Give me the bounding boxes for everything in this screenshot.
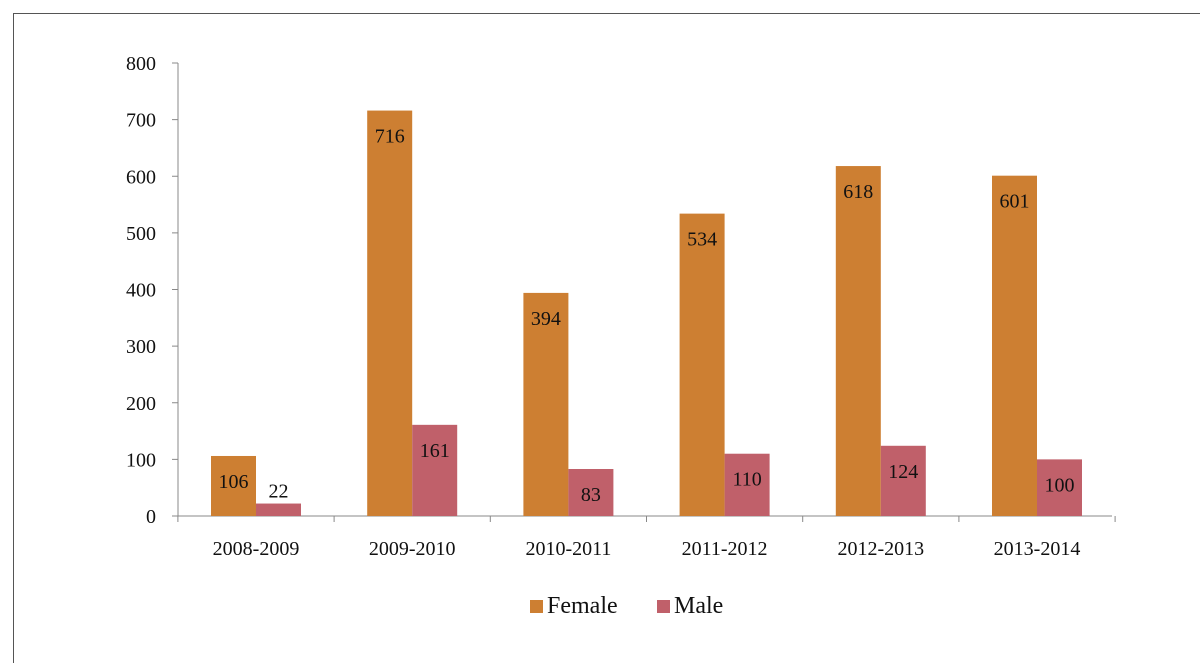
data-label: 83 bbox=[581, 484, 601, 506]
data-label: 601 bbox=[1000, 191, 1030, 213]
y-tick-label: 700 bbox=[126, 110, 156, 132]
data-label: 124 bbox=[888, 461, 918, 483]
bar-male bbox=[256, 503, 301, 516]
bar-female bbox=[835, 166, 881, 516]
bar-female bbox=[211, 455, 256, 516]
y-tick-label: 200 bbox=[126, 393, 156, 415]
data-label: 106 bbox=[219, 471, 249, 493]
y-tick-label: 600 bbox=[126, 166, 156, 188]
legend: Female Male bbox=[530, 593, 723, 619]
bars bbox=[211, 110, 1082, 516]
legend-label-male: Male bbox=[674, 593, 723, 619]
x-tick-label: 2009-2010 bbox=[369, 538, 456, 560]
x-axis: 2008-2009 2009-2010 2010-2011 2011-2012 2012… bbox=[177, 515, 1116, 560]
bar-male bbox=[1037, 459, 1082, 516]
bar-male bbox=[724, 453, 770, 516]
x-tick-label: 2010-2011 bbox=[525, 538, 611, 560]
legend-swatch-male bbox=[657, 600, 670, 613]
data-label: 161 bbox=[420, 440, 450, 462]
data-label: 22 bbox=[269, 481, 289, 503]
y-tick-label: 0 bbox=[146, 506, 156, 528]
bar-male bbox=[880, 445, 926, 516]
chart-frame bbox=[13, 13, 1200, 663]
y-tick-label: 400 bbox=[126, 280, 156, 302]
y-tick-label: 100 bbox=[126, 449, 156, 471]
legend-label-female: Female bbox=[547, 593, 618, 619]
x-tick-label: 2013-2014 bbox=[994, 538, 1081, 560]
bar-female bbox=[367, 110, 413, 516]
legend-swatch-female bbox=[530, 600, 543, 613]
x-tick-label: 2012-2013 bbox=[837, 538, 924, 560]
data-label: 534 bbox=[687, 229, 717, 251]
y-axis: 0 100 200 300 400 500 600 700 800 bbox=[126, 53, 179, 528]
bar-female bbox=[679, 213, 725, 516]
data-label: 394 bbox=[531, 308, 561, 330]
y-tick-label: 500 bbox=[126, 223, 156, 245]
bar-male bbox=[568, 469, 614, 516]
bar-female bbox=[523, 292, 569, 516]
data-label: 100 bbox=[1045, 474, 1075, 496]
bar-male bbox=[412, 424, 458, 516]
bar-female bbox=[992, 175, 1037, 516]
data-label: 110 bbox=[732, 469, 761, 491]
data-label: 618 bbox=[843, 181, 873, 203]
data-labels: 106 716 394 534 618 601 22 161 83 110 124 100 bbox=[219, 126, 1075, 506]
x-tick-label: 2008-2009 bbox=[213, 538, 300, 560]
data-label: 716 bbox=[375, 126, 405, 148]
x-tick-label: 2011-2012 bbox=[682, 538, 768, 560]
y-tick-label: 800 bbox=[126, 53, 156, 75]
y-tick-label: 300 bbox=[126, 336, 156, 358]
